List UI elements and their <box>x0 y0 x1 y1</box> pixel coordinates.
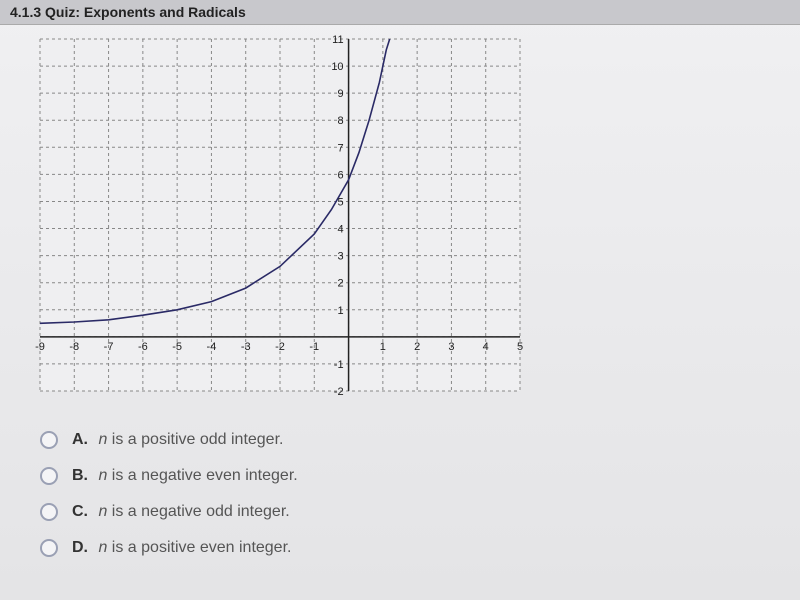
svg-text:-4: -4 <box>207 341 217 353</box>
svg-text:4: 4 <box>337 224 343 236</box>
svg-text:1: 1 <box>337 305 343 317</box>
exponential-graph: -9-8-7-6-5-4-3-2-112345-2-11234567891011 <box>20 33 540 413</box>
svg-text:-9: -9 <box>35 341 45 353</box>
option-b[interactable]: B. n is a negative even integer. <box>40 467 780 485</box>
svg-text:5: 5 <box>517 341 523 353</box>
radio-icon[interactable] <box>40 431 58 449</box>
svg-text:-8: -8 <box>69 341 79 353</box>
svg-text:8: 8 <box>337 115 343 127</box>
svg-text:7: 7 <box>337 142 343 154</box>
svg-text:11: 11 <box>332 34 343 46</box>
option-d[interactable]: D. n is a positive even integer. <box>40 539 780 557</box>
svg-text:-1: -1 <box>309 341 319 353</box>
svg-text:1: 1 <box>380 341 386 353</box>
quiz-page: 4.1.3 Quiz: Exponents and Radicals -9 -8 -… <box>0 0 800 600</box>
answer-options: A. n is a positive odd integer. B. n is … <box>20 431 780 557</box>
option-label: A. n is a positive odd integer. <box>72 431 283 449</box>
svg-text:-2: -2 <box>334 386 344 398</box>
radio-icon[interactable] <box>40 467 58 485</box>
svg-text:10: 10 <box>331 61 343 73</box>
option-label: D. n is a positive even integer. <box>72 539 291 557</box>
svg-text:-7: -7 <box>104 341 114 353</box>
svg-text:9: 9 <box>337 88 343 100</box>
svg-text:6: 6 <box>337 169 343 181</box>
option-a[interactable]: A. n is a positive odd integer. <box>40 431 780 449</box>
content-area: -9-8-7-6-5-4-3-2-112345-2-11234567891011… <box>0 33 800 585</box>
radio-icon[interactable] <box>40 503 58 521</box>
svg-text:-6: -6 <box>138 341 148 353</box>
option-label: C. n is a negative odd integer. <box>72 503 290 521</box>
svg-text:-2: -2 <box>275 341 285 353</box>
svg-text:4: 4 <box>483 341 489 353</box>
svg-text:2: 2 <box>337 278 343 290</box>
quiz-title: 4.1.3 Quiz: Exponents and Radicals <box>0 0 800 25</box>
svg-text:3: 3 <box>337 251 343 263</box>
option-label: B. n is a negative even integer. <box>72 467 298 485</box>
svg-text:2: 2 <box>414 341 420 353</box>
svg-text:-3: -3 <box>241 341 251 353</box>
svg-text:3: 3 <box>448 341 454 353</box>
option-c[interactable]: C. n is a negative odd integer. <box>40 503 780 521</box>
svg-text:-1: -1 <box>334 359 344 371</box>
svg-text:-5: -5 <box>172 341 182 353</box>
radio-icon[interactable] <box>40 539 58 557</box>
